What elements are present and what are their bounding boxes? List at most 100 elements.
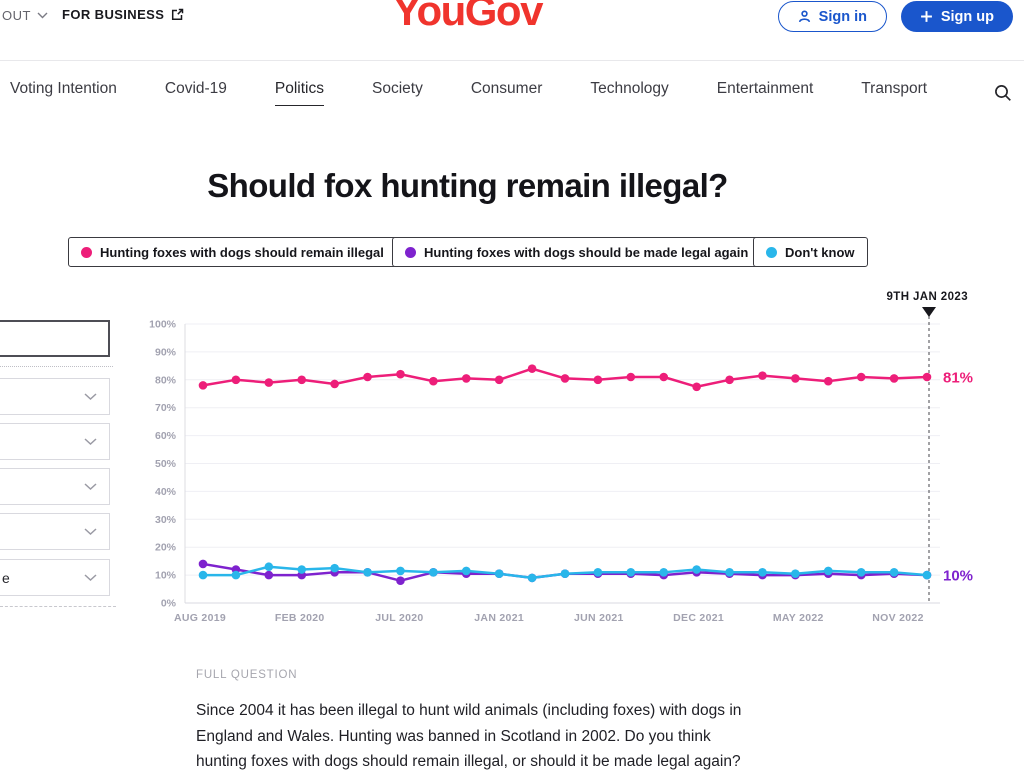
chevron-down-icon — [84, 527, 97, 535]
data-point — [396, 576, 405, 585]
nav-item-politics[interactable]: Politics — [274, 80, 325, 106]
nav-item-entertainment[interactable]: Entertainment — [716, 80, 814, 97]
data-point — [758, 371, 767, 380]
data-point — [856, 372, 866, 382]
data-point — [363, 372, 372, 382]
header-divider — [0, 60, 1024, 61]
legend-chip-dont-know[interactable]: Don't know — [753, 237, 868, 267]
data-point — [659, 372, 669, 382]
data-point — [330, 563, 339, 573]
search-icon — [995, 85, 1011, 101]
data-point — [494, 569, 504, 579]
sign-up-label: Sign up — [940, 8, 994, 25]
data-point — [626, 372, 636, 382]
data-point — [396, 566, 405, 576]
data-point — [856, 568, 866, 577]
filter-dropdown-2[interactable] — [0, 423, 110, 460]
sidebar-divider-bottom — [0, 606, 116, 607]
data-point — [593, 375, 603, 385]
data-point — [297, 375, 307, 385]
filter-dropdown-3[interactable] — [0, 468, 110, 505]
nav-item-voting-intention[interactable]: Voting Intention — [10, 80, 117, 97]
y-axis-label: 20% — [155, 542, 177, 554]
main-nav: Voting Intention Covid-19 Politics Socie… — [10, 80, 927, 106]
for-business-label: FOR BUSINESS — [62, 7, 165, 22]
chevron-down-icon — [37, 12, 48, 19]
external-link-icon — [172, 8, 184, 21]
x-axis-label: JAN 2021 — [474, 612, 524, 624]
data-point — [461, 374, 471, 383]
legend-label: Hunting foxes with dogs should be made l… — [424, 244, 749, 260]
page-title: Should fox hunting remain illegal? — [207, 167, 728, 204]
y-axis-label: 10% — [155, 570, 177, 582]
nav-item-transport[interactable]: Transport — [861, 80, 928, 97]
about-menu[interactable]: OUT — [2, 8, 48, 23]
data-point — [560, 569, 570, 579]
nav-item-society[interactable]: Society — [372, 80, 423, 97]
user-icon — [798, 10, 810, 23]
data-point — [231, 570, 241, 580]
data-point — [692, 382, 701, 392]
latest-date-label: 9TH JAN 2023 — [886, 291, 968, 303]
data-point — [922, 570, 932, 580]
data-point — [791, 569, 800, 579]
sign-up-button[interactable]: Sign up — [900, 1, 1013, 32]
data-point — [889, 374, 899, 383]
filter-dropdown-1[interactable] — [0, 378, 110, 415]
filter-dropdown-4[interactable] — [0, 513, 110, 550]
data-point — [527, 364, 537, 373]
data-point — [363, 568, 372, 577]
data-point — [330, 379, 339, 389]
data-point — [725, 568, 734, 577]
y-axis-label: 90% — [155, 346, 177, 358]
data-point — [264, 570, 274, 580]
chevron-down-icon — [84, 573, 97, 581]
legend-chip-made-legal-again[interactable]: Hunting foxes with dogs should be made l… — [392, 237, 762, 267]
legend-label: Hunting foxes with dogs should remain il… — [100, 244, 384, 260]
y-axis-label: 70% — [155, 402, 177, 414]
data-point — [527, 573, 537, 583]
data-point — [922, 372, 932, 382]
legend-dot-pink — [81, 246, 92, 258]
data-point — [692, 565, 701, 574]
data-point — [725, 375, 734, 385]
nav-item-covid-19[interactable]: Covid-19 — [164, 80, 227, 97]
trend-chart: 100% 90% 80% 70% 60% 50% 40% 30% 20% 10% 0% AUG 201… — [0, 290, 1024, 640]
nav-item-consumer[interactable]: Consumer — [470, 80, 543, 97]
series-end-label: 10% — [943, 568, 973, 585]
data-point — [198, 559, 208, 569]
x-axis-label: MAY 2022 — [773, 612, 824, 624]
line-chart: 100% 90% 80% 70% 60% 50% 40% 30% 20% 10% 0% AUG 201… — [149, 291, 973, 624]
y-axis-label: 0% — [161, 598, 177, 610]
data-point — [429, 376, 438, 386]
data-point — [396, 369, 405, 379]
plus-icon — [920, 11, 932, 22]
data-point — [198, 570, 208, 580]
yougov-logo[interactable]: YouGov — [393, 0, 543, 34]
data-point — [264, 562, 274, 572]
search-button[interactable] — [994, 84, 1012, 107]
data-point — [659, 568, 669, 577]
filter-dropdown-5[interactable]: e — [0, 559, 110, 596]
for-business-link[interactable]: FOR BUSINESS — [62, 7, 184, 22]
about-menu-label: OUT — [2, 8, 31, 23]
y-axis-label: 80% — [155, 374, 177, 386]
nav-item-technology[interactable]: Technology — [590, 80, 669, 97]
legend-dot-cyan — [766, 246, 777, 258]
data-point — [593, 568, 603, 577]
sign-in-button[interactable]: Sign in — [777, 1, 887, 32]
legend-chip-remain-illegal[interactable]: Hunting foxes with dogs should remain il… — [68, 237, 397, 267]
y-axis-label: 50% — [155, 458, 177, 470]
filter-box[interactable] — [0, 320, 110, 357]
data-point — [231, 375, 241, 385]
data-point — [264, 378, 274, 387]
y-axis-label: 60% — [155, 430, 177, 442]
data-point — [461, 566, 471, 576]
x-axis-label: AUG 2019 — [174, 612, 226, 624]
chevron-down-icon — [84, 482, 97, 490]
data-point — [198, 381, 208, 390]
data-point — [626, 568, 636, 577]
data-point — [429, 568, 438, 577]
y-axis-label: 40% — [155, 486, 177, 498]
